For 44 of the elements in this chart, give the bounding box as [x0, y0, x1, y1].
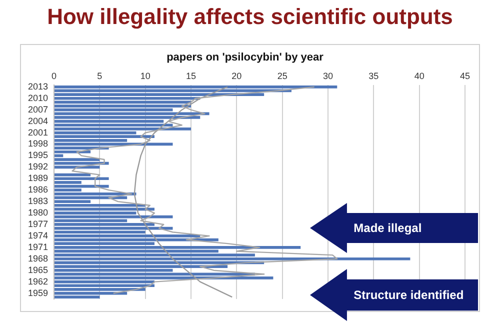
- y-tick-label: 1959: [28, 288, 48, 298]
- bar: [54, 85, 338, 88]
- x-tick-label: 0: [52, 71, 57, 82]
- bar: [54, 276, 274, 280]
- x-tick-label: 25: [277, 71, 288, 82]
- bar: [54, 162, 109, 165]
- x-tick-label: 20: [232, 71, 242, 82]
- chart-subtitle: papers on 'psilocybin' by year: [166, 52, 324, 64]
- y-tick-label: 1974: [28, 230, 48, 240]
- x-tick-label: 30: [323, 71, 334, 82]
- y-tick-label: 1965: [28, 264, 48, 275]
- bar: [54, 246, 301, 249]
- y-tick-label: 2007: [28, 104, 48, 114]
- y-tick-label: 1971: [28, 242, 48, 252]
- bar: [54, 257, 410, 260]
- y-tick-label: 1980: [28, 208, 48, 218]
- bar: [54, 284, 154, 288]
- x-tick-label: 40: [414, 71, 424, 82]
- bar: [54, 177, 109, 180]
- y-tick-label: 1983: [28, 196, 48, 206]
- bar: [54, 135, 154, 138]
- bar: [54, 104, 192, 108]
- x-tick-label: 45: [460, 71, 470, 82]
- y-tick-label: 1962: [28, 276, 48, 286]
- y-tick-label: 2013: [28, 81, 48, 92]
- bar: [54, 215, 173, 218]
- x-tick-label: 5: [97, 71, 102, 82]
- y-tick-label: 1992: [28, 162, 48, 172]
- bar: [54, 112, 210, 116]
- x-tick-label: 35: [368, 71, 379, 82]
- bar: [54, 128, 192, 130]
- y-tick-label: 1986: [28, 184, 48, 195]
- x-tick-label: 15: [186, 71, 196, 82]
- y-tick-label: 1995: [28, 150, 48, 160]
- x-tick-label: 10: [140, 71, 150, 82]
- chart-title: How illegality affects scientific outputs: [46, 4, 454, 30]
- bar: [54, 192, 136, 196]
- y-tick-label: 2004: [28, 116, 48, 126]
- y-tick-label: 2001: [28, 127, 48, 138]
- y-tick-label: 1968: [28, 253, 48, 264]
- y-tick-label: 2010: [28, 92, 48, 103]
- y-tick-label: 1989: [28, 173, 48, 184]
- y-tick-label: 1998: [28, 138, 48, 149]
- y-tick-label: 1977: [28, 218, 48, 229]
